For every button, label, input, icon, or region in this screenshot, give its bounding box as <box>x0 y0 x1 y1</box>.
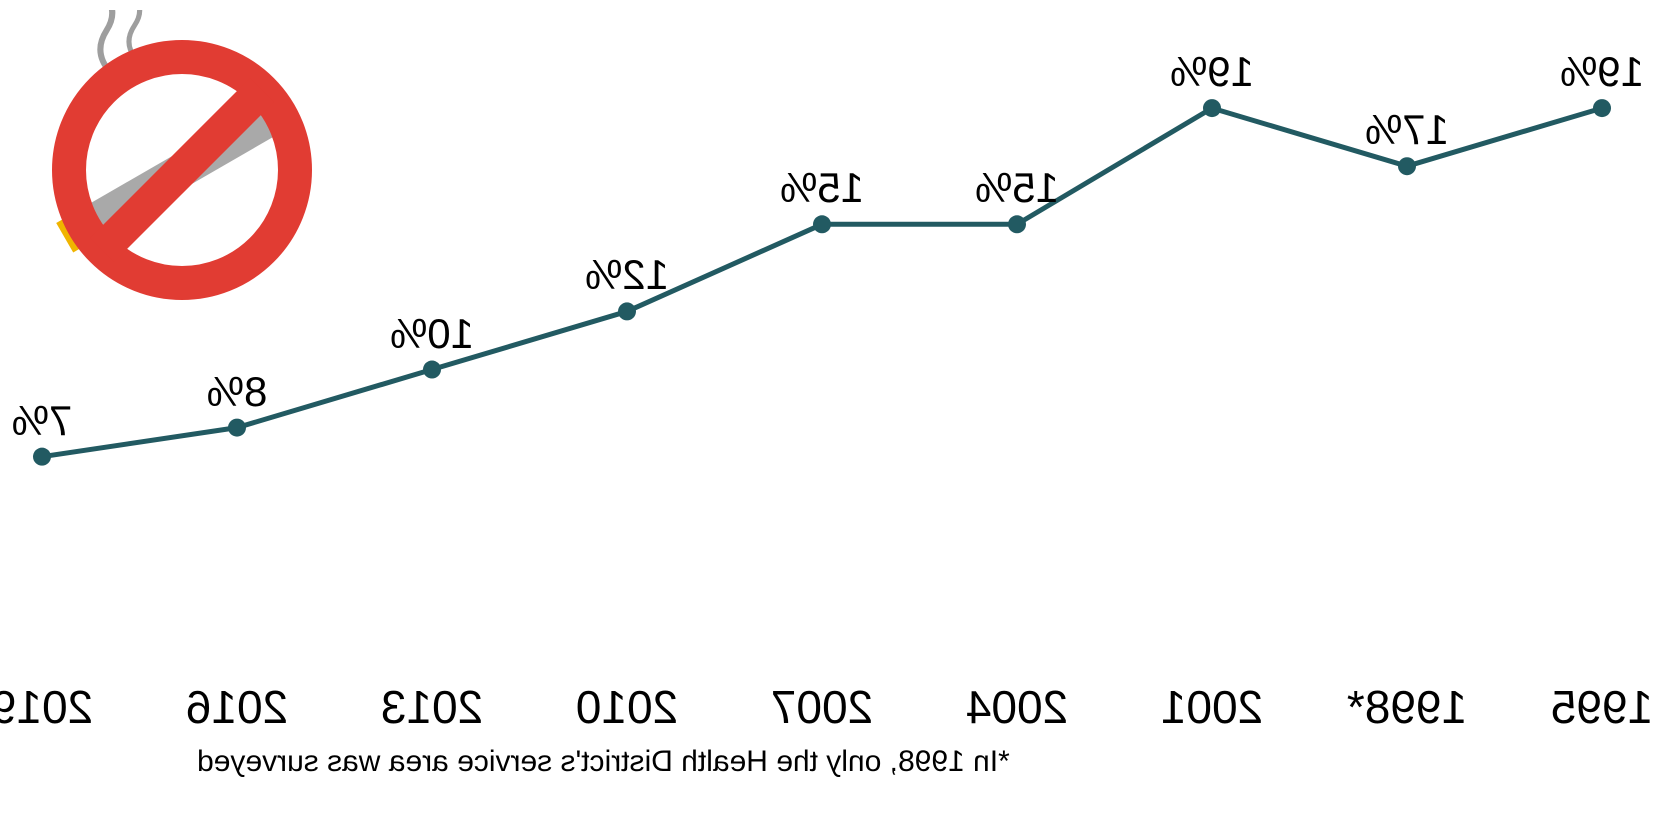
x-axis-label: 2013 <box>381 680 483 734</box>
x-axis-label: 2016 <box>186 680 288 734</box>
value-label: 12% <box>585 251 669 299</box>
chart-marker <box>33 448 51 466</box>
footnote: *In 1998, only the Health District's ser… <box>197 745 1010 779</box>
value-label: 15% <box>780 164 864 212</box>
value-label: 7% <box>12 397 73 445</box>
x-axis-label: 2001 <box>1161 680 1263 734</box>
chart-marker <box>618 302 636 320</box>
chart-marker <box>1008 215 1026 233</box>
value-label: 19% <box>1560 48 1644 96</box>
chart-marker <box>423 361 441 379</box>
value-label: 17% <box>1365 106 1449 154</box>
value-label: 15% <box>975 164 1059 212</box>
value-label: 8% <box>207 368 268 416</box>
chart-marker <box>813 215 831 233</box>
x-axis-label: 1995 <box>1551 680 1653 734</box>
x-axis-label: 2007 <box>771 680 873 734</box>
value-label: 10% <box>390 310 474 358</box>
chart-marker <box>1203 99 1221 117</box>
x-axis-label: 2010 <box>576 680 678 734</box>
no-smoking-icon <box>22 10 342 330</box>
no-smoking-svg <box>22 10 342 330</box>
x-axis-label: 2004 <box>966 680 1068 734</box>
chart-stage: 19% 17% 19% 15% 15% 12% 10% 8% 7% 1995 1998* 2001 20… <box>0 0 1662 814</box>
chart-marker <box>1593 99 1611 117</box>
value-label: 19% <box>1170 48 1254 96</box>
x-axis-label: 2019 <box>0 680 93 734</box>
chart-marker <box>228 419 246 437</box>
chart-marker <box>1398 157 1416 175</box>
x-axis-label: 1998* <box>1347 680 1467 734</box>
